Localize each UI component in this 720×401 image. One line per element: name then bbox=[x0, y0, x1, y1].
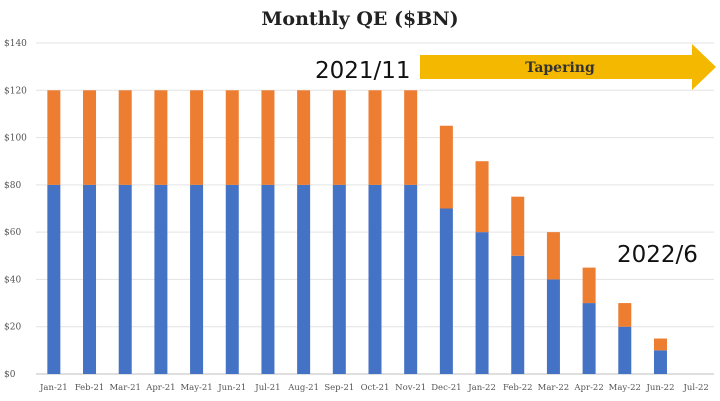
y-tick-label: $140 bbox=[4, 39, 27, 49]
bar-segment-orange bbox=[368, 90, 382, 185]
y-tick-label: $20 bbox=[4, 323, 21, 333]
y-tick-label: $80 bbox=[4, 181, 21, 191]
bars-layer bbox=[47, 90, 667, 374]
bar-segment-orange bbox=[546, 232, 560, 280]
x-tick-label: Apr-22 bbox=[573, 383, 603, 393]
bar-segment-orange bbox=[475, 161, 489, 233]
bar-segment-blue bbox=[154, 184, 168, 374]
y-tick-label: $40 bbox=[4, 275, 21, 285]
bar-segment-orange bbox=[439, 125, 453, 209]
bar-segment-blue bbox=[332, 184, 346, 374]
bar-segment-blue bbox=[439, 208, 453, 374]
x-tick-label: Mar-21 bbox=[109, 383, 141, 393]
bar-segment-orange bbox=[225, 90, 239, 185]
x-tick-label: Feb-21 bbox=[75, 383, 105, 393]
bar-segment-blue bbox=[618, 326, 632, 374]
tapering-arrow: Tapering bbox=[420, 44, 716, 90]
x-tick-label: Dec-21 bbox=[431, 383, 461, 393]
x-tick-label: Jan-21 bbox=[39, 383, 68, 393]
annotation-2021-11: 2021/11 bbox=[315, 58, 411, 84]
bar-segment-blue bbox=[511, 255, 525, 374]
bar-segment-blue bbox=[83, 184, 97, 374]
arrow-shape bbox=[420, 44, 716, 90]
bar-segment-blue bbox=[118, 184, 132, 374]
bar-segment-orange bbox=[404, 90, 418, 185]
bar-segment-blue bbox=[368, 184, 382, 374]
x-tick-label: Oct-21 bbox=[361, 383, 390, 393]
y-tick-label: $100 bbox=[4, 134, 27, 144]
bar-segment-blue bbox=[653, 350, 667, 374]
bar-segment-orange bbox=[332, 90, 346, 185]
x-tick-label: Feb-22 bbox=[503, 383, 533, 393]
x-tick-label: Jun-22 bbox=[645, 383, 674, 393]
x-tick-label: Jul-22 bbox=[683, 383, 709, 393]
annotation-layer: Tapering 2021/11 2022/6 bbox=[315, 44, 716, 268]
bar-segment-orange bbox=[582, 267, 596, 304]
bar-segment-orange bbox=[83, 90, 97, 185]
bar-segment-orange bbox=[618, 303, 632, 327]
annotation-2022-6: 2022/6 bbox=[617, 242, 698, 268]
bar-segment-blue bbox=[225, 184, 239, 374]
bar-segment-orange bbox=[190, 90, 204, 185]
bar-segment-blue bbox=[546, 279, 560, 374]
x-tick-label: May-22 bbox=[609, 383, 641, 393]
x-tick-label: Apr-21 bbox=[145, 383, 175, 393]
bar-segment-orange bbox=[118, 90, 132, 185]
y-tick-label: $0 bbox=[4, 370, 16, 380]
x-tick-label: May-21 bbox=[180, 383, 212, 393]
x-tick-label: Nov-21 bbox=[395, 383, 426, 393]
bar-segment-blue bbox=[47, 184, 61, 374]
bar-segment-orange bbox=[47, 90, 61, 185]
y-tick-label: $60 bbox=[4, 228, 21, 238]
y-tick-label: $120 bbox=[4, 86, 27, 96]
bar-segment-blue bbox=[404, 184, 418, 374]
axis-layer: $0 $20 $40 $60 $80 $100 $120 $140 Jan-21 Feb-21 Ma… bbox=[4, 39, 709, 393]
bar-segment-blue bbox=[261, 184, 275, 374]
bar-segment-orange bbox=[261, 90, 275, 185]
bar-segment-blue bbox=[582, 303, 596, 374]
bar-segment-orange bbox=[653, 338, 667, 351]
x-tick-label: Jun-21 bbox=[217, 383, 246, 393]
x-tick-label: Jan-22 bbox=[467, 383, 496, 393]
bar-segment-blue bbox=[475, 232, 489, 374]
bar-segment-orange bbox=[297, 90, 311, 185]
bar-segment-blue bbox=[297, 184, 311, 374]
x-tick-label: Aug-21 bbox=[287, 383, 319, 393]
chart-title: Monthly QE ($BN) bbox=[261, 8, 458, 30]
x-tick-label: Sep-21 bbox=[324, 383, 354, 393]
bar-segment-orange bbox=[511, 196, 525, 256]
arrow-label: Tapering bbox=[525, 60, 595, 76]
bar-segment-orange bbox=[154, 90, 168, 185]
x-tick-label: Mar-22 bbox=[538, 383, 570, 393]
bar-segment-blue bbox=[190, 184, 204, 374]
x-tick-label: Jul-21 bbox=[254, 383, 280, 393]
